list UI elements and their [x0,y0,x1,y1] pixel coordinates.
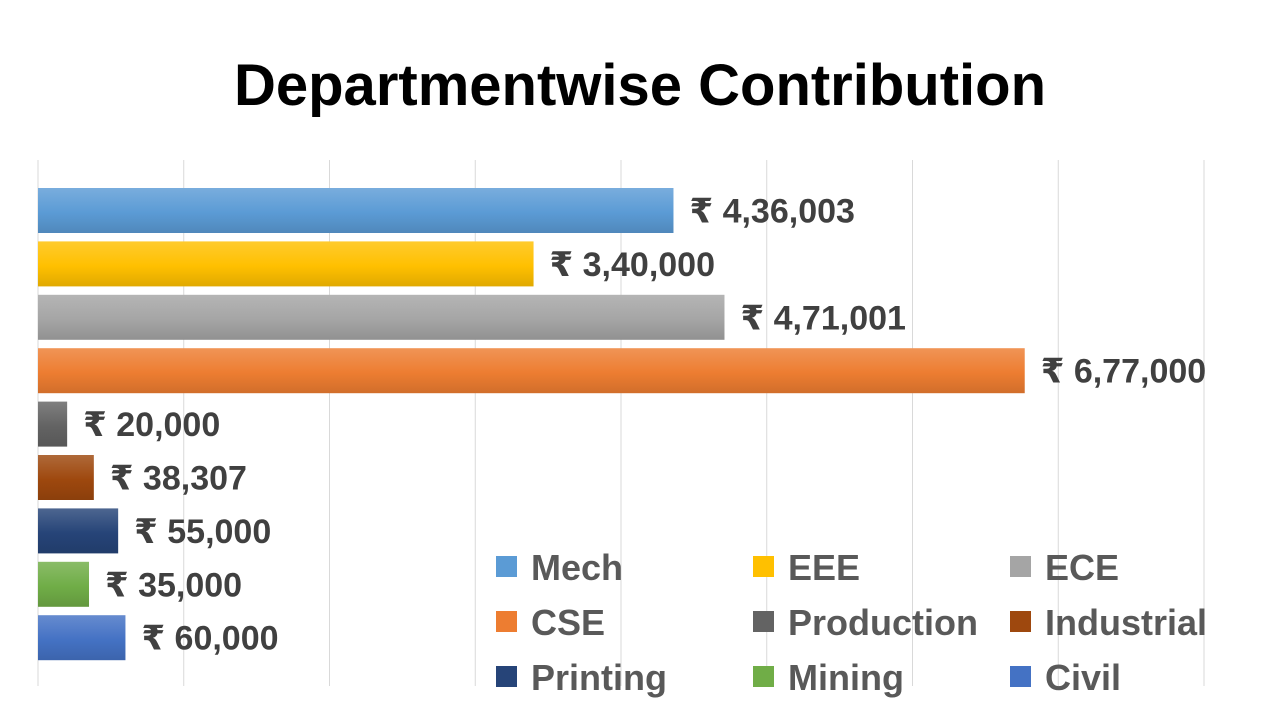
data-label-printing: ₹ 55,000 [134,513,271,551]
bar-printing [38,508,119,554]
data-labels: ₹ 4,36,003 ₹ 3,40,000 ₹ 4,71,001 ₹ 6,77,000… [83,193,1206,658]
legend-swatch [1010,666,1031,687]
bar-industrial [38,455,94,500]
data-label-production: ₹ 20,000 [83,406,220,444]
legend-swatch [496,611,517,632]
legend-label: EEE [788,547,860,588]
legend-swatch [753,556,774,577]
legend-item-eee: EEE [753,547,860,588]
legend-label: Mining [788,657,904,698]
legend-swatch [1010,611,1031,632]
data-label-civil: ₹ 60,000 [141,620,278,658]
bar-ece [38,294,725,340]
legend-item-mech: Mech [496,547,623,588]
data-label-industrial: ₹ 38,307 [110,460,247,498]
bar-mining [38,561,90,607]
legend-label: Printing [531,657,667,698]
data-label-eee: ₹ 3,40,000 [550,246,715,284]
data-label-ece: ₹ 4,71,001 [740,299,905,337]
bar-civil [38,615,126,661]
legend-item-production: Production [753,602,978,643]
legend-label: Mech [531,547,623,588]
bar-cse [38,348,1025,394]
legend-item-industrial: Industrial [1010,602,1207,643]
legend-swatch [753,666,774,687]
legend-label: Production [788,602,978,643]
data-label-mech: ₹ 4,36,003 [689,193,854,231]
data-label-mining: ₹ 35,000 [105,566,242,604]
legend-swatch [496,556,517,577]
bar-mech [38,188,674,233]
legend-item-ece: ECE [1010,547,1119,588]
legend-label: ECE [1045,547,1119,588]
legend-swatch [1010,556,1031,577]
legend-label: Civil [1045,657,1121,698]
bar-eee [38,241,534,287]
bar-production [38,401,68,447]
legend-item-civil: Civil [1010,657,1121,698]
chart-title: Departmentwise Contribution [233,53,1047,118]
legend-item-mining: Mining [753,657,904,698]
legend-item-printing: Printing [496,657,667,698]
legend-swatch [753,611,774,632]
legend-item-cse: CSE [496,602,605,643]
legend-swatch [496,666,517,687]
bars [38,188,1025,661]
legend-label: Industrial [1045,602,1207,643]
data-label-cse: ₹ 6,77,000 [1041,353,1206,391]
legend: Mech EEE ECE CSE Production Industrial Printin… [496,547,1207,698]
legend-label: CSE [531,602,605,643]
